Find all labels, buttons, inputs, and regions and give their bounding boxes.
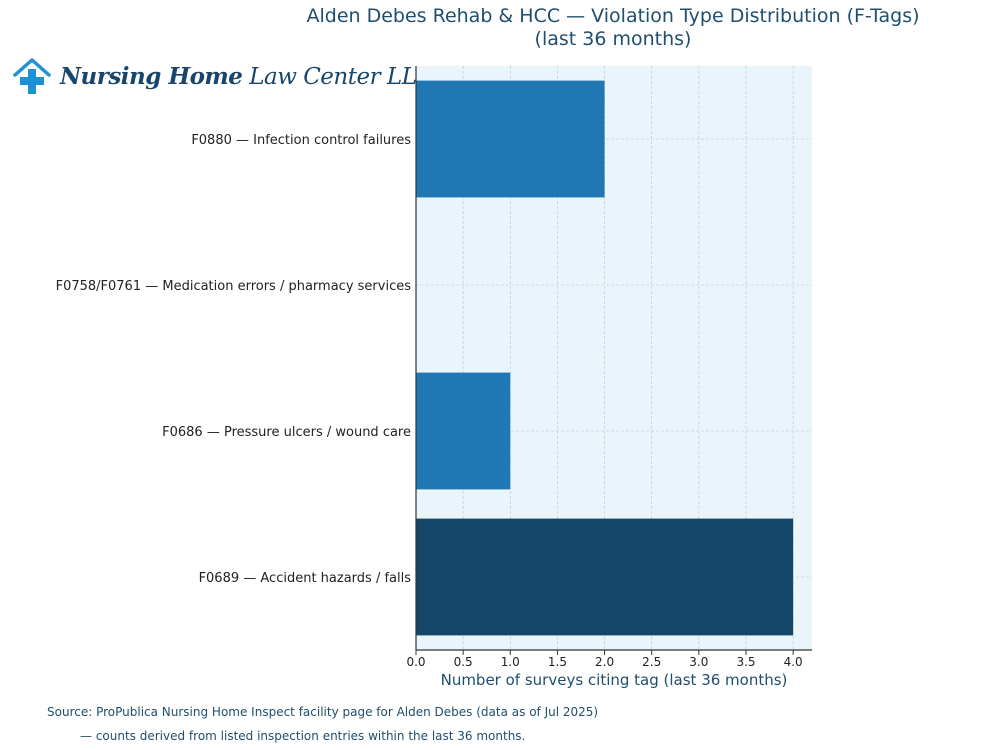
x-tick-label: 3.0: [689, 655, 708, 669]
y-tick-label: F0758/F0761 — Medication errors / pharma…: [56, 279, 412, 294]
x-tick-label: 0.5: [454, 655, 473, 669]
bar: [416, 518, 794, 636]
x-tick-label: 4.0: [784, 655, 803, 669]
y-axis-labels: F0880 — Infection control failures F0758/…: [56, 133, 412, 586]
source-note-line1: Source: ProPublica Nursing Home Inspect …: [47, 705, 599, 719]
bar-chart: F0880 — Infection control failures F0758/…: [56, 66, 812, 689]
y-tick-label: F0880 — Infection control failures: [191, 133, 411, 148]
x-tick-label: 0.0: [406, 655, 425, 669]
company-logo: Nursing Home Law Center LLC: [12, 55, 434, 97]
chart-title: Alden Debes Rehab & HCC — Violation Type…: [263, 5, 963, 51]
x-axis-label: Number of surveys citing tag (last 36 mo…: [441, 671, 788, 689]
y-tick-label: F0686 — Pressure ulcers / wound care: [162, 425, 411, 440]
logo-text-bold: Nursing Home: [60, 62, 243, 90]
y-tick-label: F0689 — Accident hazards / falls: [199, 571, 412, 586]
source-note-line2: — counts derived from listed inspection …: [80, 729, 526, 743]
house-cross-icon: [13, 58, 51, 94]
chart-title-line1: Alden Debes Rehab & HCC — Violation Type…: [306, 5, 920, 27]
chart-title-line2: (last 36 months): [534, 28, 692, 50]
x-tick-label: 2.0: [595, 655, 614, 669]
x-tick-label: 3.5: [736, 655, 755, 669]
logo-text: Nursing Home Law Center LLC: [60, 63, 434, 90]
bars: [416, 80, 794, 636]
x-tick-label: 1.5: [548, 655, 567, 669]
x-tick-label: 1.0: [501, 655, 520, 669]
x-axis-ticks: 0.0 0.5 1.0 1.5 2.0 2.5 3.0 3.5 4.0: [406, 650, 803, 669]
x-tick-label: 2.5: [642, 655, 661, 669]
bar: [416, 80, 605, 198]
logo-text-rest: Law Center LLC: [249, 63, 434, 90]
bar: [416, 372, 511, 490]
